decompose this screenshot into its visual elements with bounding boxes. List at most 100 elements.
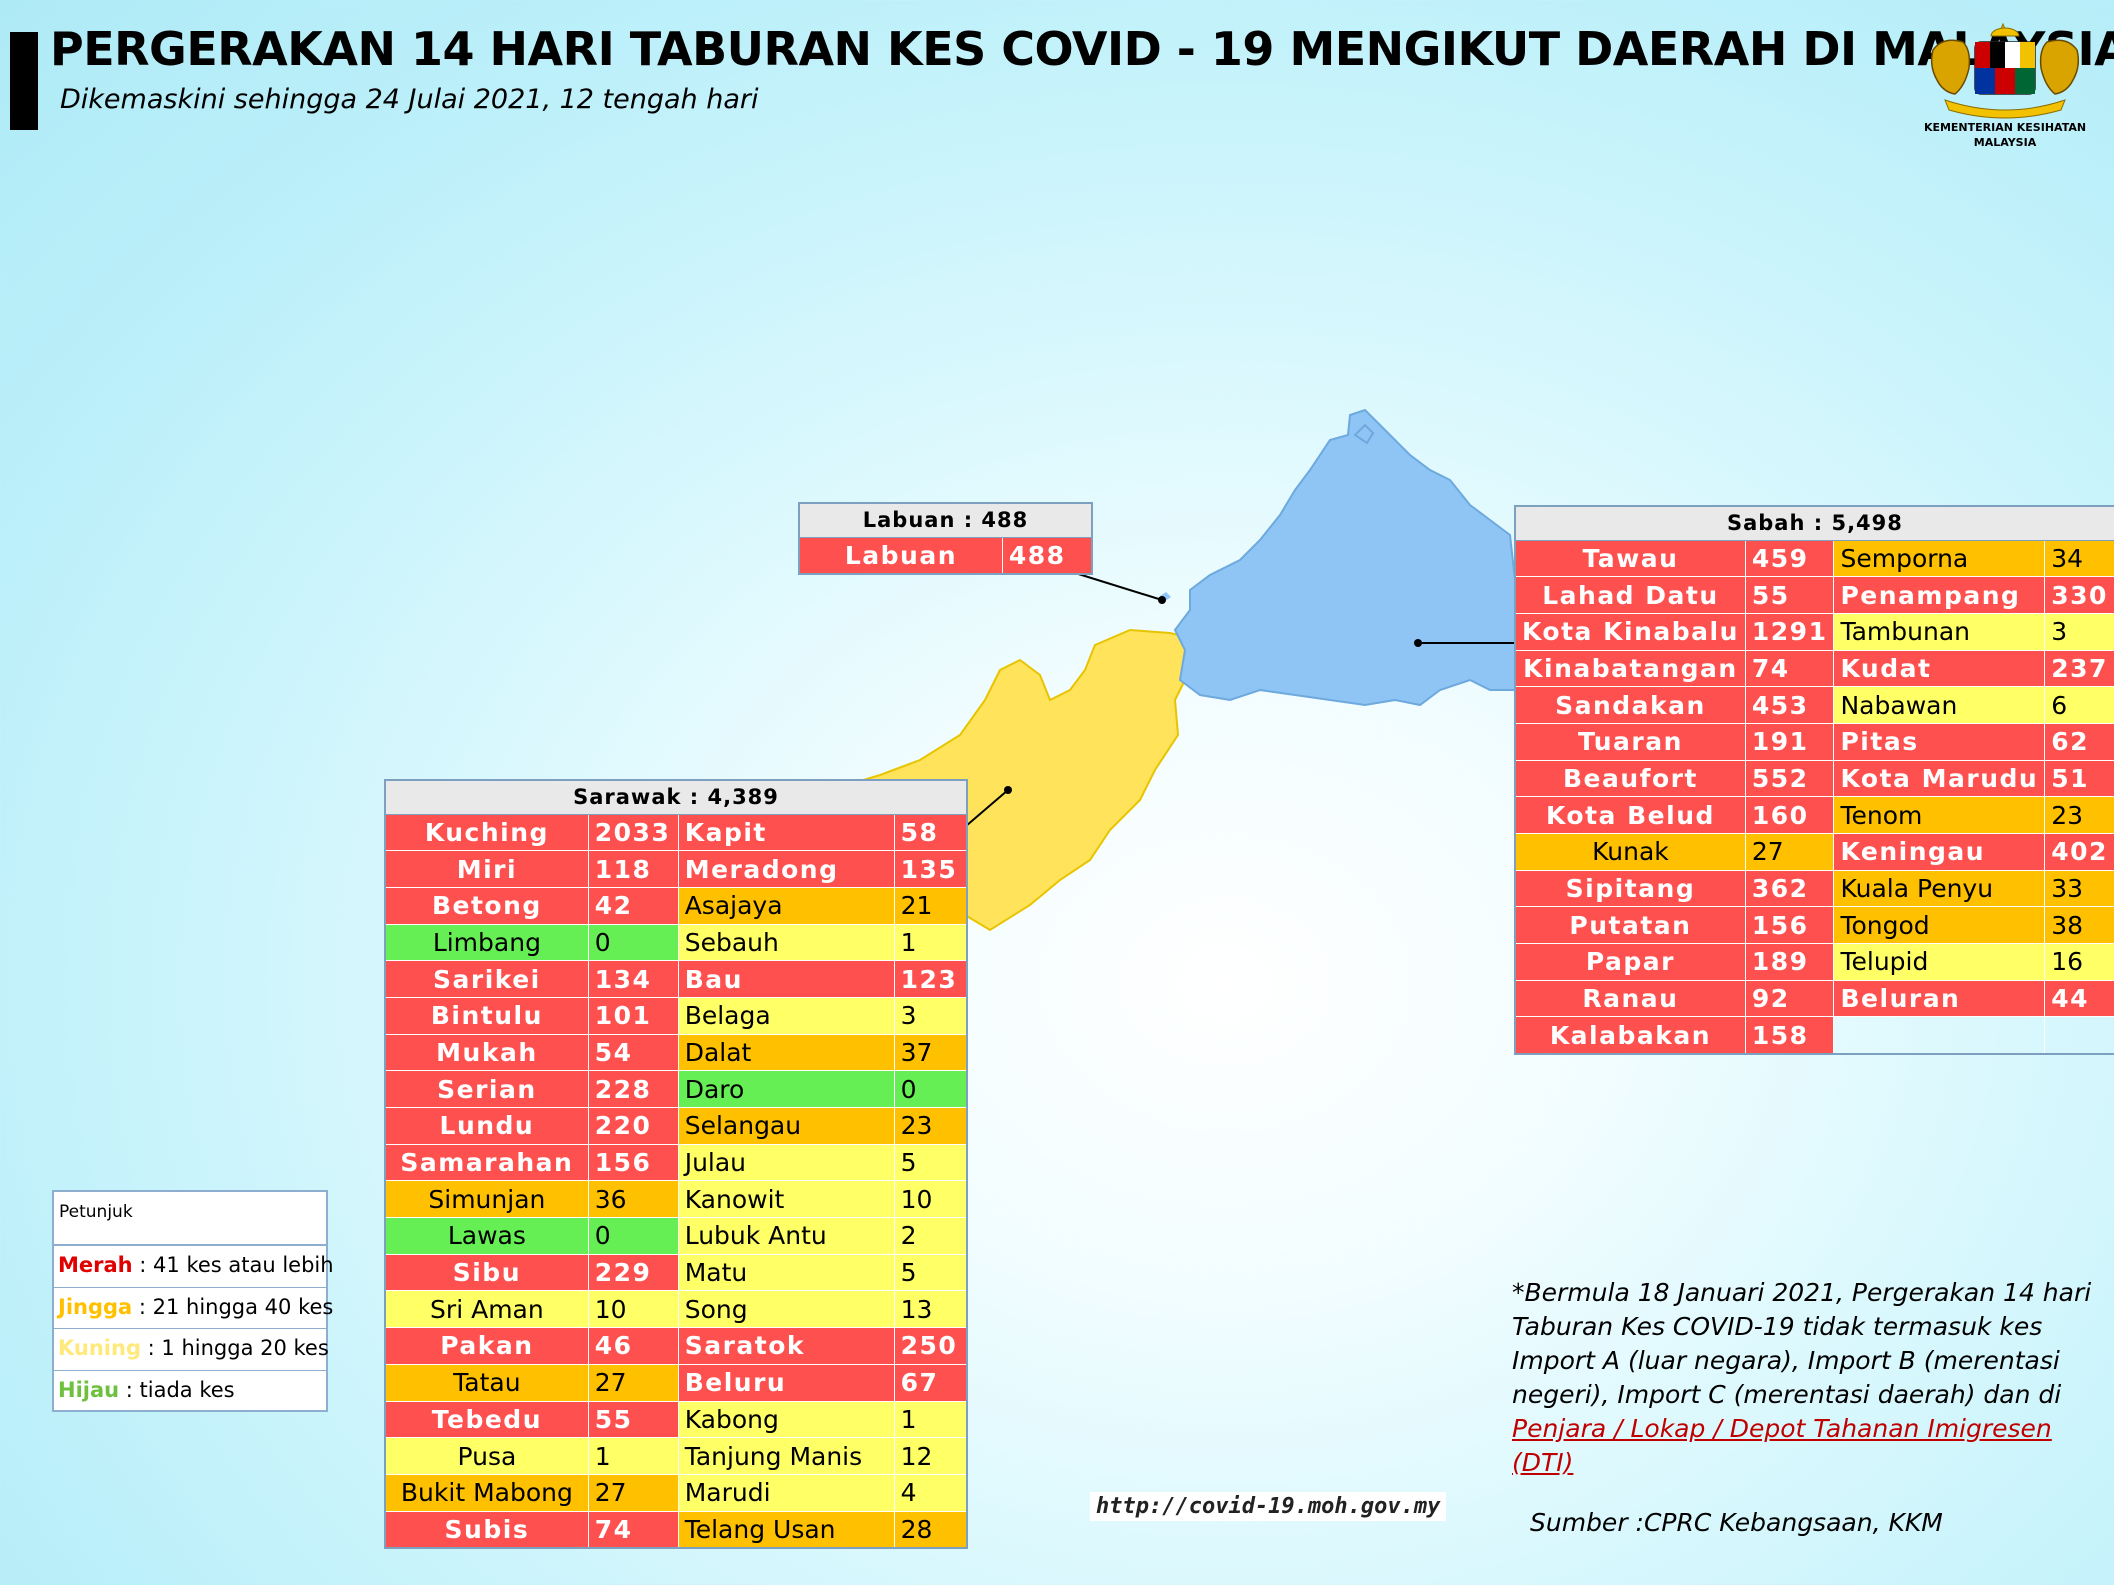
sabah-row: Sandakan 453 Nabawan 6	[1514, 686, 2114, 724]
district-name: Saratok	[677, 1327, 895, 1365]
district-name: Song	[677, 1290, 895, 1329]
district-name: Sandakan	[1514, 686, 1746, 724]
district-cases: 0	[893, 1070, 968, 1108]
district-cases	[2044, 1016, 2114, 1055]
legend-item-hijau: Hijau : tiada kes	[54, 1371, 326, 1413]
labuan-leader-line	[1071, 571, 1163, 601]
sarawak-row: Tatau 27 Beluru 67	[384, 1363, 968, 1402]
district-name: Selangau	[677, 1107, 895, 1145]
district-cases: 27	[1744, 833, 1835, 871]
district-name: Lubuk Antu	[677, 1217, 895, 1255]
district-cases: 55	[1744, 576, 1835, 614]
footnote-link[interactable]: Penjara / Lokap / Depot Tahanan Imigrese…	[1512, 1414, 2052, 1477]
sarawak-row: Pakan 46 Saratok 250	[384, 1327, 968, 1365]
labuan-row: Labuan 488	[798, 536, 1093, 575]
district-cases: 10	[893, 1180, 968, 1219]
legend-item-kuning: Kuning : 1 hingga 20 kes	[54, 1329, 329, 1371]
sarawak-row: Sarikei 134 Bau 123	[384, 960, 968, 998]
district-cases: 158	[1744, 1016, 1835, 1055]
district-cases: 42	[587, 886, 679, 925]
district-name: Serian	[384, 1070, 589, 1108]
district-cases: 55	[587, 1400, 679, 1439]
district-cases: 118	[587, 850, 679, 888]
sarawak-row: Tebedu 55 Kabong 1	[384, 1400, 968, 1439]
sabah-table: Sabah : 5,498 Tawau 459 Semporna 34 Lahad Da…	[1514, 505, 2114, 1055]
sarawak-row: Limbang 0 Sebauh 1	[384, 923, 968, 962]
district-name: Belaga	[677, 996, 895, 1035]
district-name: Marudi	[677, 1473, 895, 1512]
district-cases: 1291	[1744, 612, 1835, 651]
sabah-row: Putatan 156 Tongod 38	[1514, 906, 2114, 945]
sabah-row: Tuaran 191 Pitas 62	[1514, 722, 2114, 761]
district-cases: 1	[587, 1437, 679, 1475]
district-name: Telupid	[1833, 943, 2046, 981]
district-cases: 191	[1744, 722, 1835, 761]
sabah-row: Kalabakan 158	[1514, 1016, 2114, 1055]
legend-key: Hijau	[58, 1377, 120, 1402]
district-name: Kanowit	[677, 1180, 895, 1219]
district-name: Kinabatangan	[1514, 649, 1746, 688]
district-name: Kuching	[384, 813, 589, 852]
district-name: Kota Belud	[1514, 796, 1746, 834]
district-name: Semporna	[1833, 539, 2046, 578]
sarawak-row: Bukit Mabong 27 Marudi 4	[384, 1473, 968, 1512]
district-cases: 23	[893, 1107, 968, 1145]
district-name: Pitas	[1833, 722, 2046, 761]
district-name: Pusa	[384, 1437, 589, 1475]
legend-item-merah: Merah : 41 kes atau lebih	[54, 1246, 334, 1288]
district-cases: 2	[893, 1217, 968, 1255]
district-cases: 27	[587, 1473, 679, 1512]
district-cases: 28	[893, 1510, 968, 1549]
district-cases: 362	[1744, 869, 1835, 908]
district-name: Daro	[677, 1070, 895, 1108]
website-url[interactable]: http://covid-19.moh.gov.my	[1090, 1492, 1447, 1521]
source-credit: Sumber :CPRC Kebangsaan, KKM	[1530, 1508, 1943, 1537]
legend-title: Petunjuk	[54, 1192, 326, 1246]
district-cases: 34	[2044, 539, 2114, 578]
district-name: Betong	[384, 886, 589, 925]
district-cases: 330	[2044, 576, 2114, 614]
sarawak-row: Bintulu 101 Belaga 3	[384, 996, 968, 1035]
district-cases: 21	[893, 886, 968, 925]
district-name: Tuaran	[1514, 722, 1746, 761]
district-name: Samarahan	[384, 1143, 589, 1182]
district-cases: 16	[2044, 943, 2114, 981]
district-name: Pakan	[384, 1327, 589, 1365]
district-cases: 62	[2044, 722, 2114, 761]
labuan-header: Labuan : 488	[798, 502, 1093, 538]
sarawak-row: Mukah 54 Dalat 37	[384, 1033, 968, 1072]
district-cases: 36	[587, 1180, 679, 1219]
district-name: Kunak	[1514, 833, 1746, 871]
district-cases: 4	[893, 1473, 968, 1512]
district-name: Subis	[384, 1510, 589, 1549]
sabah-row: Tawau 459 Semporna 34	[1514, 539, 2114, 578]
district-cases: 3	[2044, 612, 2114, 651]
district-name: Beluran	[1833, 979, 2046, 1018]
district-cases: 228	[587, 1070, 679, 1108]
district-cases: 189	[1744, 943, 1835, 981]
district-cases: 402	[2044, 833, 2114, 871]
sabah-row: Sipitang 362 Kuala Penyu 33	[1514, 869, 2114, 908]
district-name: Keningau	[1833, 833, 2046, 871]
title-accent-bar	[10, 32, 38, 130]
district-cases: 44	[2044, 979, 2114, 1018]
district-name: Limbang	[384, 923, 589, 962]
district-cases: 123	[893, 960, 968, 998]
legend: Petunjuk Merah : 41 kes atau lebih Jingg…	[52, 1190, 334, 1413]
sarawak-row: Serian 228 Daro 0	[384, 1070, 968, 1108]
district-cases: 488	[1001, 536, 1093, 575]
district-name: Bau	[677, 960, 895, 998]
district-name: Nabawan	[1833, 686, 2046, 724]
district-cases: 156	[1744, 906, 1835, 945]
district-name: Lahad Datu	[1514, 576, 1746, 614]
sabah-row: Ranau 92 Beluran 44	[1514, 979, 2114, 1018]
logo-line-2: MALAYSIA	[1973, 136, 2037, 149]
district-cases: 3	[893, 996, 968, 1035]
district-name: Bukit Mabong	[384, 1473, 589, 1512]
district-cases: 10	[587, 1290, 679, 1329]
district-name: Kapit	[677, 813, 895, 852]
district-name: Asajaya	[677, 886, 895, 925]
sabah-header: Sabah : 5,498	[1514, 505, 2114, 541]
district-name: Kota Marudu	[1833, 759, 2046, 798]
sarawak-row: Samarahan 156 Julau 5	[384, 1143, 968, 1182]
